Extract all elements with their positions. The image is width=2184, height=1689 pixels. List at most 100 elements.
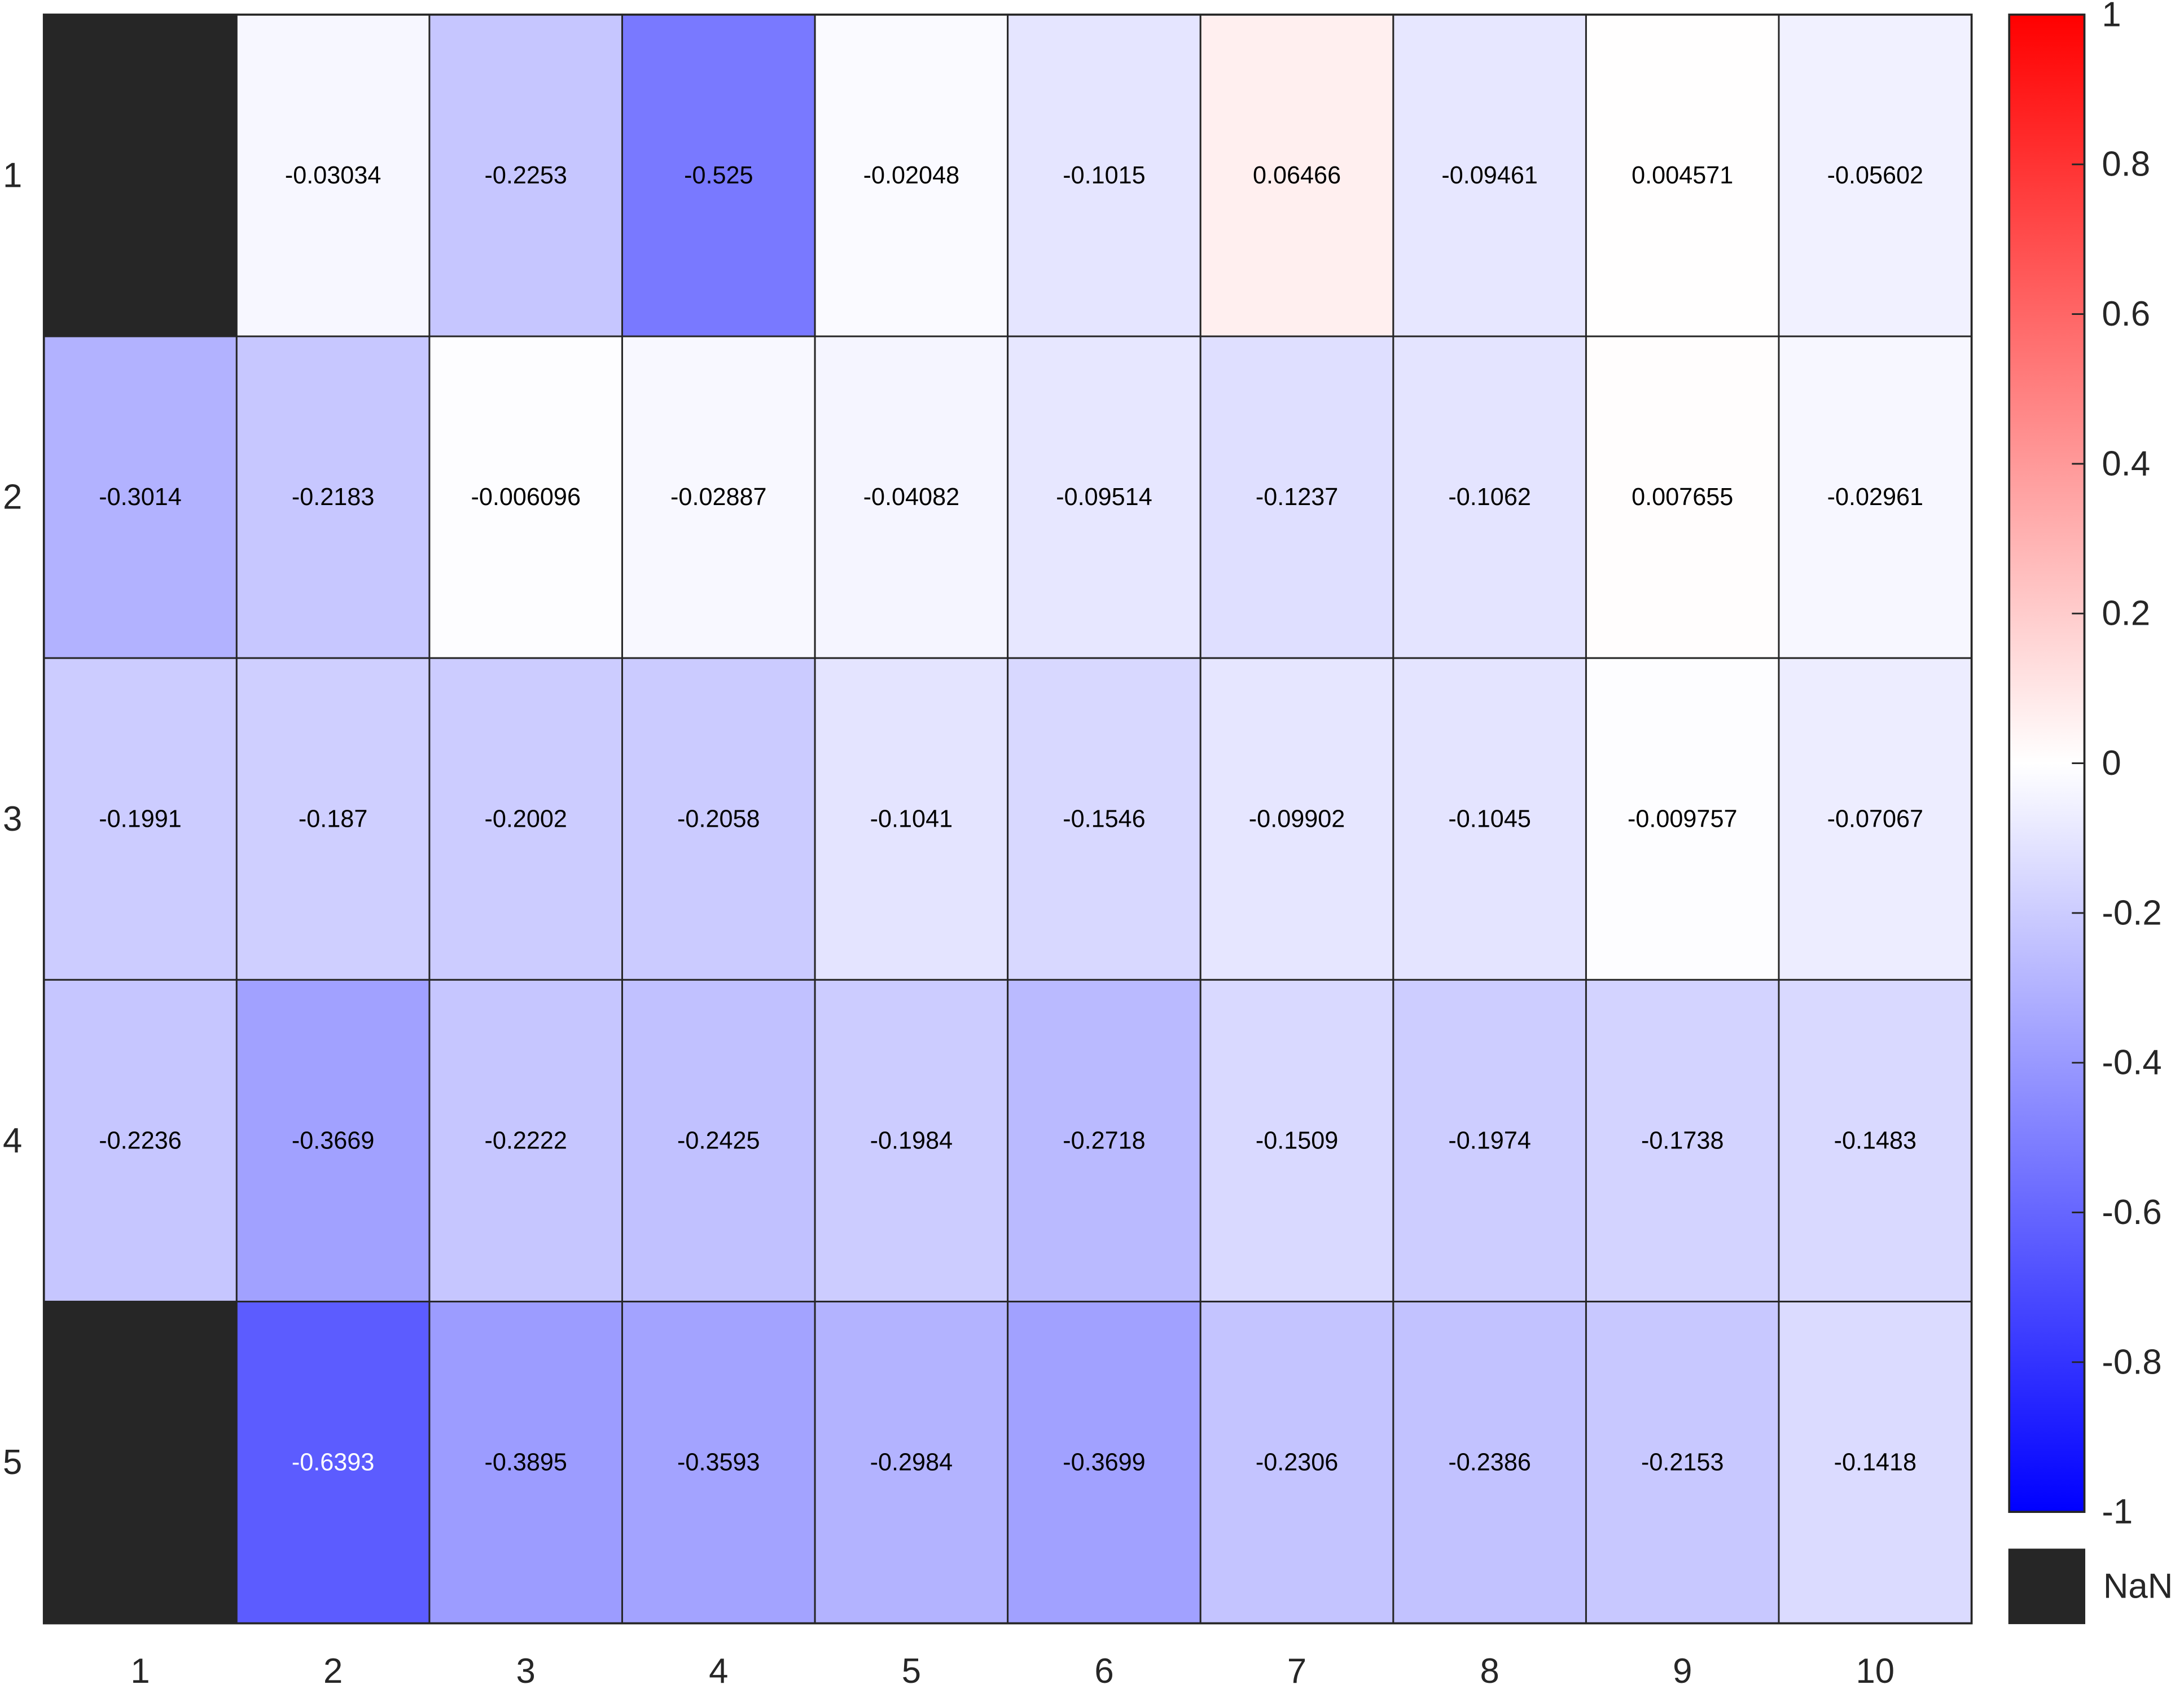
cell-value-label: -0.02961 — [1827, 484, 1924, 511]
heatmap-cell — [235, 14, 431, 337]
cell-value-label: -0.006096 — [471, 484, 581, 511]
cell-value-label: -0.3593 — [677, 1449, 760, 1476]
cell-value-label: -0.2183 — [292, 484, 374, 511]
cell-value-label: -0.6393 — [292, 1449, 374, 1476]
cell-value-label: -0.2306 — [1256, 1449, 1338, 1476]
heatmap-cell — [814, 1300, 1009, 1625]
heatmap-cell — [621, 335, 816, 659]
cell-value-label: -0.1237 — [1256, 484, 1338, 511]
heatmap-cell — [428, 335, 623, 659]
cell-value-label: -0.02887 — [670, 484, 767, 511]
heatmap-cell — [1007, 335, 1201, 659]
colorbar: 1 0.8 0.6 0.4 0.2 0 -0.2 -0.4 -0.6 -0.8 -1 NaN — [2008, 0, 2173, 1625]
heatmap-cell — [1199, 1300, 1394, 1625]
cell-value-label: -0.3699 — [1063, 1449, 1145, 1476]
heatmap-cell — [428, 657, 623, 981]
cell-value-label: -0.1015 — [1063, 162, 1145, 189]
heatmap-cell — [43, 657, 238, 981]
cell-value-label: -0.1546 — [1063, 805, 1145, 832]
heatmap-cell — [1199, 14, 1394, 337]
heatmap-cell — [1392, 979, 1587, 1302]
cell-value-label: -0.1984 — [870, 1127, 953, 1154]
heatmap-cell — [814, 14, 1009, 337]
plot-frame — [42, 14, 1973, 1625]
cell-value-label: -0.3669 — [292, 1127, 374, 1154]
cell-value-label: -0.1418 — [1834, 1449, 1917, 1476]
cell-value-label: -0.2386 — [1448, 1449, 1530, 1476]
x-tick-label: 1 — [130, 1652, 150, 1689]
heatmap-cell — [1007, 1300, 1201, 1625]
heatmap-cell — [1199, 979, 1394, 1302]
heatmap-cell — [1585, 14, 1780, 337]
cell-value-label: 0.004571 — [1632, 162, 1733, 189]
heatmap-cell — [1199, 335, 1394, 659]
heatmap-cell — [1778, 1300, 1973, 1625]
cell-value-label: -0.525 — [684, 162, 753, 189]
heatmap-cell — [1778, 979, 1973, 1302]
heatmap-cell — [428, 14, 623, 337]
cell-value-label: -0.1991 — [99, 805, 181, 832]
heatmap-cell — [1778, 335, 1973, 659]
x-axis-ticks: 1 2 3 4 5 6 7 8 9 10 — [130, 1652, 1894, 1689]
cell-value-label: -0.187 — [299, 805, 367, 832]
colorbar-gradient — [2008, 14, 2086, 1513]
colorbar-tick-label: 0.8 — [2102, 145, 2150, 184]
colorbar-tick-label: -1 — [2102, 1493, 2133, 1532]
cell-value-label: -0.05602 — [1827, 162, 1924, 189]
heatmap-cell — [1007, 14, 1201, 337]
cell-value-label: -0.09902 — [1249, 805, 1345, 832]
cell-value-label: -0.1041 — [870, 805, 953, 832]
colorbar-tick-label: 0 — [2102, 744, 2121, 783]
x-tick-label: 3 — [516, 1652, 536, 1689]
colorbar-tick-label: -0.2 — [2102, 893, 2161, 932]
heatmap-cell — [235, 1300, 431, 1625]
heatmap-cell — [621, 657, 816, 981]
cell-value-label: -0.009757 — [1628, 805, 1738, 832]
heatmap-cell — [235, 979, 431, 1302]
cell-value-label: -0.1045 — [1448, 805, 1530, 832]
heatmap-cell — [1392, 335, 1587, 659]
cell-value-label: -0.2984 — [870, 1449, 953, 1476]
cell-value-label: -0.1062 — [1448, 484, 1530, 511]
y-tick-label: 2 — [3, 478, 22, 517]
heatmap-cell — [43, 335, 238, 659]
heatmap-cell — [1392, 657, 1587, 981]
heatmap-cell — [43, 14, 238, 337]
colorbar-tick-label: -0.6 — [2102, 1193, 2161, 1232]
cell-value-label: -0.02048 — [863, 162, 960, 189]
heatmap-cell — [1392, 1300, 1587, 1625]
heatmap-cell — [1585, 979, 1780, 1302]
y-tick-label: 1 — [3, 156, 22, 195]
cell-value-label: -0.1738 — [1641, 1127, 1723, 1154]
colorbar-tick-label: 0.2 — [2102, 594, 2150, 633]
colorbar-tick-label: 1 — [2102, 0, 2121, 34]
cell-value-label: 0.007655 — [1632, 484, 1733, 511]
cell-value-label: -0.2718 — [1063, 1127, 1145, 1154]
colorbar-tick-label: -0.8 — [2102, 1343, 2161, 1381]
x-tick-label: 2 — [323, 1652, 343, 1689]
cell-value-label: -0.07067 — [1827, 805, 1924, 832]
colorbar-tick-label: 0.6 — [2102, 295, 2150, 334]
heatmap-cell — [1392, 14, 1587, 337]
cell-value-label: -0.1509 — [1256, 1127, 1338, 1154]
colorbar-tick-label: -0.4 — [2102, 1043, 2161, 1082]
cell-value-label: -0.03034 — [285, 162, 381, 189]
cell-value-label: -0.1483 — [1834, 1127, 1917, 1154]
heatmap-cell — [814, 335, 1009, 659]
heatmap-cell — [814, 979, 1009, 1302]
x-tick-label: 9 — [1673, 1652, 1692, 1689]
heatmap-cells: -0.03034 -0.2253 -0.525 -0.02048 -0.1015 0.06… — [42, 14, 1973, 1625]
heatmap-cell — [1007, 979, 1201, 1302]
heatmap-cell — [1007, 657, 1201, 981]
heatmap-cell — [1585, 1300, 1780, 1625]
x-tick-label: 5 — [902, 1652, 921, 1689]
cell-value-label: -0.3895 — [484, 1449, 567, 1476]
heatmap-cell — [235, 657, 431, 981]
x-tick-label: 6 — [1094, 1652, 1113, 1689]
cell-value-label: -0.2058 — [677, 805, 760, 832]
y-tick-label: 4 — [3, 1121, 22, 1160]
cell-value-label: -0.2222 — [484, 1127, 567, 1154]
y-tick-label: 5 — [3, 1443, 22, 1482]
cell-value-label: -0.2153 — [1641, 1449, 1723, 1476]
y-tick-label: 3 — [3, 800, 22, 839]
